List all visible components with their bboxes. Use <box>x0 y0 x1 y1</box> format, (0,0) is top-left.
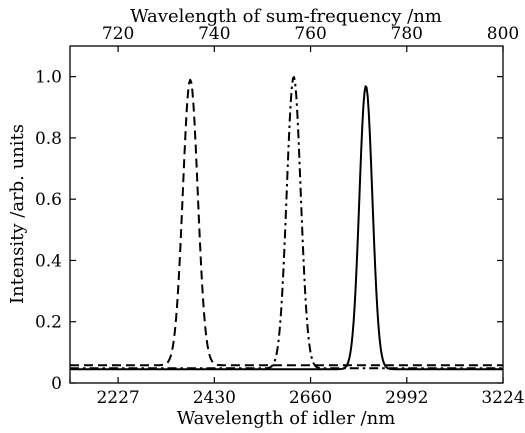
top-tick-label: 780 <box>391 24 423 44</box>
top-tick-label: 760 <box>294 24 326 44</box>
y-tick-label: 1.0 <box>35 68 62 88</box>
bottom-tick-label: 3224 <box>481 388 524 408</box>
top-axis-title: Wavelength of sum-frequency /nm <box>130 6 442 27</box>
y-tick-label: 0.8 <box>35 129 62 149</box>
y-tick-label: 0.2 <box>35 313 62 333</box>
top-tick-label: 800 <box>487 24 519 44</box>
y-tick-label: 0.6 <box>35 190 62 210</box>
y-axis-ticks: 0 0.2 0.4 0.6 0.8 1.0 <box>35 68 503 394</box>
series-line-solid <box>70 85 503 371</box>
series-line-dash-dot <box>70 76 503 370</box>
bottom-tick-label: 2430 <box>193 388 236 408</box>
top-tick-label: 720 <box>102 24 134 44</box>
plot-frame <box>69 45 504 384</box>
bottom-tick-label: 2660 <box>289 388 332 408</box>
x-axis-title: Wavelength of idler /nm <box>177 408 396 429</box>
y-tick-label: 0.4 <box>35 251 62 271</box>
bottom-tick-label: 2992 <box>385 388 428 408</box>
series-line-dashed <box>70 78 503 367</box>
bottom-tick-label: 2227 <box>96 388 139 408</box>
top-tick-label: 740 <box>198 24 230 44</box>
bottom-axis-ticks: 2227 2430 2660 2992 3224 <box>69 377 525 408</box>
series-curves <box>70 76 503 371</box>
y-axis-title: Intensity /arb. units <box>7 124 28 304</box>
top-axis-ticks: 720 740 760 780 800 <box>102 24 519 52</box>
y-tick-label: 0 <box>51 374 62 394</box>
